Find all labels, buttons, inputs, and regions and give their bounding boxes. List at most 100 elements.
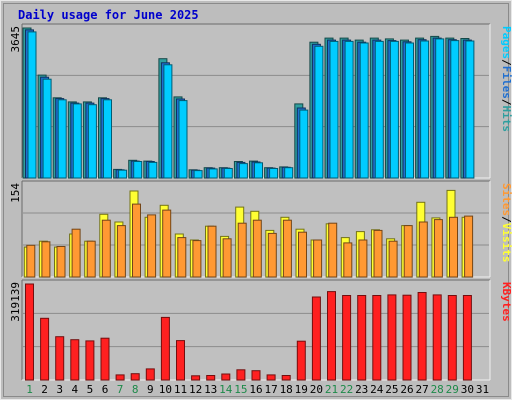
legend-entry: / [500, 216, 512, 223]
bar-sites-12 [192, 240, 202, 278]
bar-sites-18 [282, 219, 292, 278]
legend-entry: / [500, 99, 512, 106]
x-axis: 1 2 3 4 5 6 7 8 9 10 11 12 13 14 15 16 17 18 19 20 21 22 23 24 2… [26, 383, 489, 396]
legend-entry: Visits [500, 223, 512, 263]
bar-sites-4 [71, 228, 81, 278]
bar-sites-29 [449, 216, 458, 278]
bar-kbytes-26 [402, 294, 412, 381]
x-tick-label: 31 [476, 383, 489, 396]
bar-pages-30 [465, 40, 475, 179]
bar-sites-16 [252, 219, 262, 278]
x-tick-label: 5 [87, 383, 94, 396]
bar-kbytes-29 [447, 295, 457, 381]
x-tick-label: 25 [385, 383, 398, 396]
bar-pages-3 [57, 99, 67, 179]
bar-pages-23 [359, 42, 369, 179]
x-tick-label: 12 [189, 383, 202, 396]
y-max-label: 319139 [9, 282, 22, 322]
bar-pages-22 [344, 40, 354, 179]
x-tick-label: 16 [249, 383, 262, 396]
bar-kbytes-16 [251, 370, 261, 381]
bar-kbytes-7 [115, 374, 125, 381]
bar-sites-26 [403, 225, 413, 278]
x-tick-label: 14 [219, 383, 233, 396]
x-tick-label: 27 [415, 383, 428, 396]
series-pages [27, 31, 475, 179]
bar-sites-13 [207, 225, 217, 278]
bar-kbytes-18 [281, 375, 291, 381]
x-tick-label: 11 [174, 383, 187, 396]
bar-sites-17 [267, 232, 277, 278]
bar-sites-7 [116, 225, 126, 278]
bar-kbytes-20 [311, 296, 321, 381]
bar-sites-14 [222, 238, 232, 278]
y-max-label: 154 [9, 183, 22, 203]
bar-pages-19 [299, 109, 309, 179]
x-tick-label: 29 [446, 383, 459, 396]
bar-sites-10 [162, 209, 172, 278]
bar-kbytes-13 [206, 375, 216, 381]
legend-entry: Hits [500, 106, 512, 133]
bar-sites-8 [132, 203, 141, 278]
bar-pages-18 [284, 167, 294, 179]
bar-kbytes-24 [372, 295, 382, 381]
x-tick-label: 23 [355, 383, 368, 396]
x-tick-label: 4 [71, 383, 78, 396]
x-tick-label: 10 [159, 383, 172, 396]
bar-sites-30 [464, 215, 474, 278]
bar-pages-7 [118, 169, 128, 179]
bar-sites-27 [418, 221, 428, 278]
x-tick-label: 17 [264, 383, 277, 396]
panel-legend: KBytes [500, 282, 512, 322]
x-tick-label: 19 [295, 383, 308, 396]
bar-kbytes-14 [221, 373, 231, 381]
bar-sites-2 [41, 241, 51, 278]
bar-pages-4 [72, 103, 82, 179]
bar-pages-28 [435, 38, 445, 179]
bar-pages-11 [178, 100, 188, 179]
bar-kbytes-23 [357, 295, 367, 381]
bar-kbytes-1 [25, 283, 34, 381]
x-tick-label: 30 [461, 383, 474, 396]
bar-sites-3 [56, 246, 66, 278]
bar-kbytes-11 [176, 340, 185, 381]
x-tick-label: 28 [431, 383, 444, 396]
bar-kbytes-2 [40, 317, 50, 381]
bar-sites-5 [86, 240, 96, 278]
legend-entry: Pages [500, 26, 512, 59]
bar-sites-23 [358, 239, 368, 278]
bar-kbytes-5 [85, 340, 95, 381]
x-tick-label: 26 [400, 383, 413, 396]
bar-sites-25 [388, 240, 398, 278]
bar-kbytes-3 [55, 336, 65, 381]
bar-pages-24 [374, 40, 384, 179]
bar-pages-2 [42, 78, 52, 179]
bar-sites-1 [26, 244, 36, 278]
y-max-label: 3645 [9, 26, 22, 53]
legend-entry: KBytes [500, 282, 512, 322]
bar-pages-5 [87, 104, 97, 179]
x-tick-label: 24 [370, 383, 384, 396]
bar-sites-24 [373, 229, 383, 278]
x-tick-label: 6 [102, 383, 109, 396]
bar-pages-29 [450, 40, 460, 179]
bar-kbytes-4 [70, 339, 80, 381]
chart-title: Daily usage for June 2025 [18, 8, 199, 22]
bar-pages-15 [238, 163, 248, 179]
bar-pages-20 [314, 45, 324, 179]
bar-kbytes-25 [387, 294, 397, 381]
bar-kbytes-28 [432, 294, 442, 381]
bar-kbytes-17 [266, 374, 276, 381]
x-tick-label: 21 [325, 383, 338, 396]
bar-sites-20 [313, 239, 323, 278]
bar-pages-8 [133, 161, 143, 179]
bar-sites-9 [147, 214, 157, 278]
bar-pages-12 [193, 170, 203, 179]
x-tick-label: 20 [310, 383, 323, 396]
panel-kbytes: 319139 KBytes [9, 279, 512, 381]
panel-background [22, 280, 490, 380]
x-tick-label: 15 [234, 383, 247, 396]
x-tick-label: 8 [132, 383, 139, 396]
